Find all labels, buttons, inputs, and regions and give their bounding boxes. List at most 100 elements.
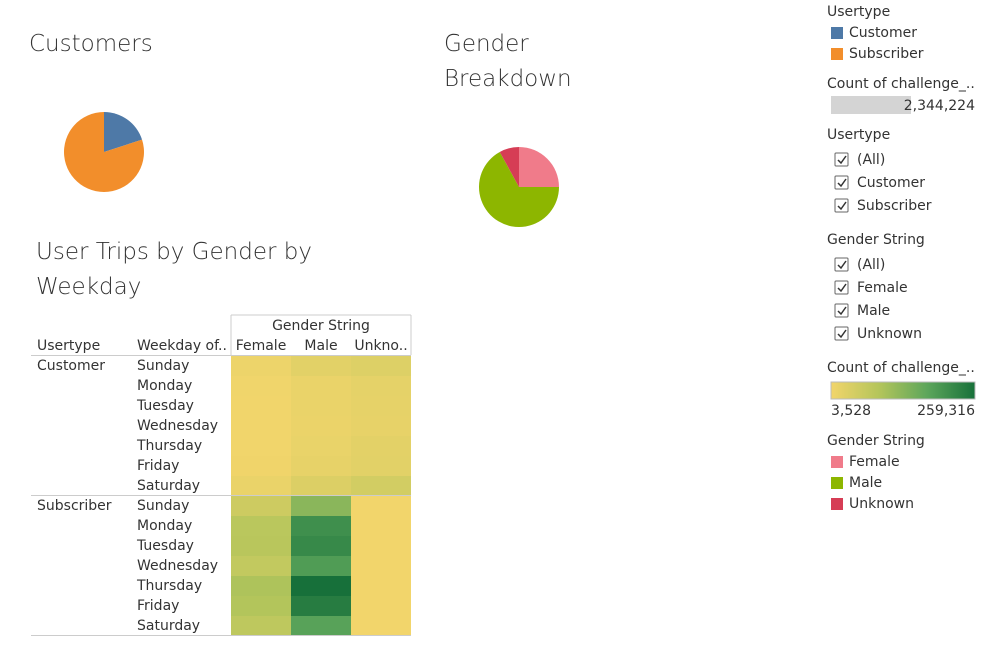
pie-slice <box>499 147 519 187</box>
checkmark[interactable] <box>837 329 847 339</box>
row-label: Friday <box>137 458 179 474</box>
group-label: Subscriber <box>37 498 112 514</box>
heat-cell <box>231 376 291 396</box>
legend-label: Female <box>849 454 900 470</box>
filter-option[interactable]: (All) <box>857 257 885 273</box>
heat-cell <box>291 596 351 616</box>
heat-cell <box>231 556 291 576</box>
pie-slice <box>104 112 143 152</box>
legend-title: Usertype <box>827 4 890 20</box>
checkbox[interactable] <box>834 152 849 167</box>
heat-cell <box>291 576 351 596</box>
row-header: Weekday of.. <box>137 338 227 354</box>
checkbox[interactable] <box>834 198 849 213</box>
heat-cell <box>351 416 411 436</box>
checkbox[interactable] <box>834 326 849 341</box>
legend-title: Count of challenge_.. <box>827 76 975 92</box>
legend-title: Count of challenge_.. <box>827 360 975 376</box>
row-label: Sunday <box>137 498 189 514</box>
heat-cell <box>231 516 291 536</box>
size-legend-label: 2,344,224 <box>904 98 975 114</box>
legend-label: Customer <box>849 25 917 41</box>
heat-cell <box>231 616 291 636</box>
heat-cell <box>231 576 291 596</box>
heat-cell <box>351 556 411 576</box>
checkmark[interactable] <box>837 306 847 316</box>
filter-option[interactable]: Customer <box>857 175 925 191</box>
size-legend-bar <box>831 96 911 114</box>
filter-option[interactable]: Male <box>857 303 890 319</box>
legend-title: Gender String <box>827 433 925 449</box>
checkmark[interactable] <box>837 178 847 188</box>
pie-slice <box>519 147 559 187</box>
checkmark[interactable] <box>837 260 847 270</box>
pie-slice <box>64 112 145 192</box>
legend-label: Subscriber <box>849 46 924 62</box>
heat-cell <box>231 356 291 376</box>
heat-cell <box>351 396 411 416</box>
filter-option[interactable]: Unknown <box>857 326 922 342</box>
color-legend-label: 3,528 <box>831 403 871 419</box>
filter-option[interactable]: Female <box>857 280 908 296</box>
checkbox[interactable] <box>834 175 849 190</box>
heat-cell <box>291 536 351 556</box>
column-label: Unkno.. <box>354 338 407 354</box>
filter-option[interactable]: (All) <box>857 152 885 168</box>
heat-cell <box>291 356 351 376</box>
checkbox[interactable] <box>834 303 849 318</box>
heat-cell <box>231 456 291 476</box>
column-title: Gender String <box>272 318 370 334</box>
row-label: Monday <box>137 378 192 394</box>
checkmark[interactable] <box>837 201 847 211</box>
row-label: Friday <box>137 598 179 614</box>
heat-cell <box>291 436 351 456</box>
filter-title: Usertype <box>827 127 890 143</box>
row-label: Thursday <box>136 438 202 454</box>
checkbox[interactable] <box>834 280 849 295</box>
legend-swatch <box>831 27 843 39</box>
pie-slice <box>478 151 559 228</box>
heat-cell <box>351 356 411 376</box>
heat-cell <box>291 476 351 496</box>
heat-cell <box>351 436 411 456</box>
legend-swatch <box>831 498 843 510</box>
heat-cell <box>231 436 291 456</box>
legend-label: Unknown <box>849 496 914 512</box>
heat-cell <box>351 536 411 556</box>
heat-cell <box>291 396 351 416</box>
filter-option[interactable]: Subscriber <box>857 198 932 214</box>
chart-title: Customers <box>29 31 153 57</box>
row-label: Sunday <box>137 358 189 374</box>
heat-cell <box>291 496 351 516</box>
heat-cell <box>231 396 291 416</box>
color-legend-bar <box>830 381 976 400</box>
legend-label: Male <box>849 475 882 491</box>
heat-cell <box>291 616 351 636</box>
heat-cell <box>231 536 291 556</box>
row-label: Monday <box>137 518 192 534</box>
heat-cell <box>351 616 411 636</box>
chart-title: User Trips by Gender by Weekday <box>36 239 312 300</box>
row-label: Saturday <box>137 618 200 634</box>
checkbox[interactable] <box>834 257 849 272</box>
checkmark[interactable] <box>837 283 847 293</box>
legend-swatch <box>831 456 843 468</box>
heat-cell <box>351 496 411 516</box>
legend-swatch <box>831 477 843 489</box>
heat-cell <box>231 596 291 616</box>
heat-cell <box>231 496 291 516</box>
row-label: Wednesday <box>137 558 218 574</box>
heat-cell <box>351 456 411 476</box>
column-label: Male <box>304 338 337 354</box>
heat-cell <box>351 376 411 396</box>
heat-cell <box>351 476 411 496</box>
heat-cell <box>291 456 351 476</box>
row-label: Saturday <box>137 478 200 494</box>
checkmark[interactable] <box>837 155 847 165</box>
row-label: Tuesday <box>136 538 194 554</box>
row-label: Tuesday <box>136 398 194 414</box>
column-label: Female <box>236 338 287 354</box>
row-label: Thursday <box>136 578 202 594</box>
